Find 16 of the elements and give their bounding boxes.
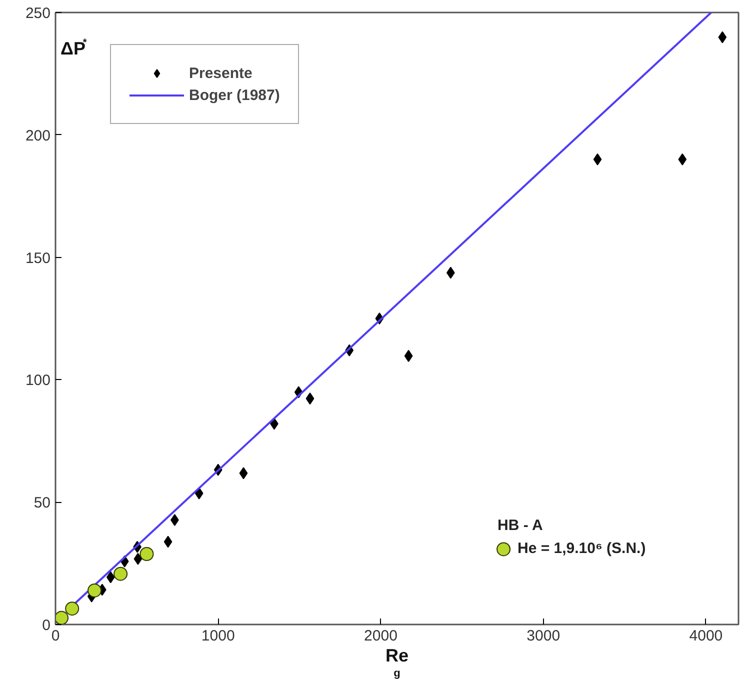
y-tick-label: 250 [25, 5, 51, 22]
x-tick-label: 3000 [526, 628, 560, 644]
y-tick-label: 150 [25, 250, 51, 267]
y-tick-label: 200 [25, 127, 51, 144]
x-axis-title: Reg [385, 646, 409, 679]
legend-title: HB - A [498, 517, 543, 534]
y-axis-title: ΔP* [60, 38, 87, 58]
y-tick-label: 50 [34, 494, 51, 512]
x-tick-label: 1000 [201, 628, 235, 644]
legend-label: Boger (1987) [189, 86, 280, 104]
x-tick-label: 4000 [689, 628, 723, 644]
legend-label: Presente [189, 64, 252, 82]
y-tick-label: 0 [42, 617, 50, 634]
y-tick-label: 100 [25, 372, 51, 390]
legend-label: He = 1,9.10⁶ (S.N.) [518, 540, 646, 557]
x-tick-label: 2000 [364, 628, 398, 644]
